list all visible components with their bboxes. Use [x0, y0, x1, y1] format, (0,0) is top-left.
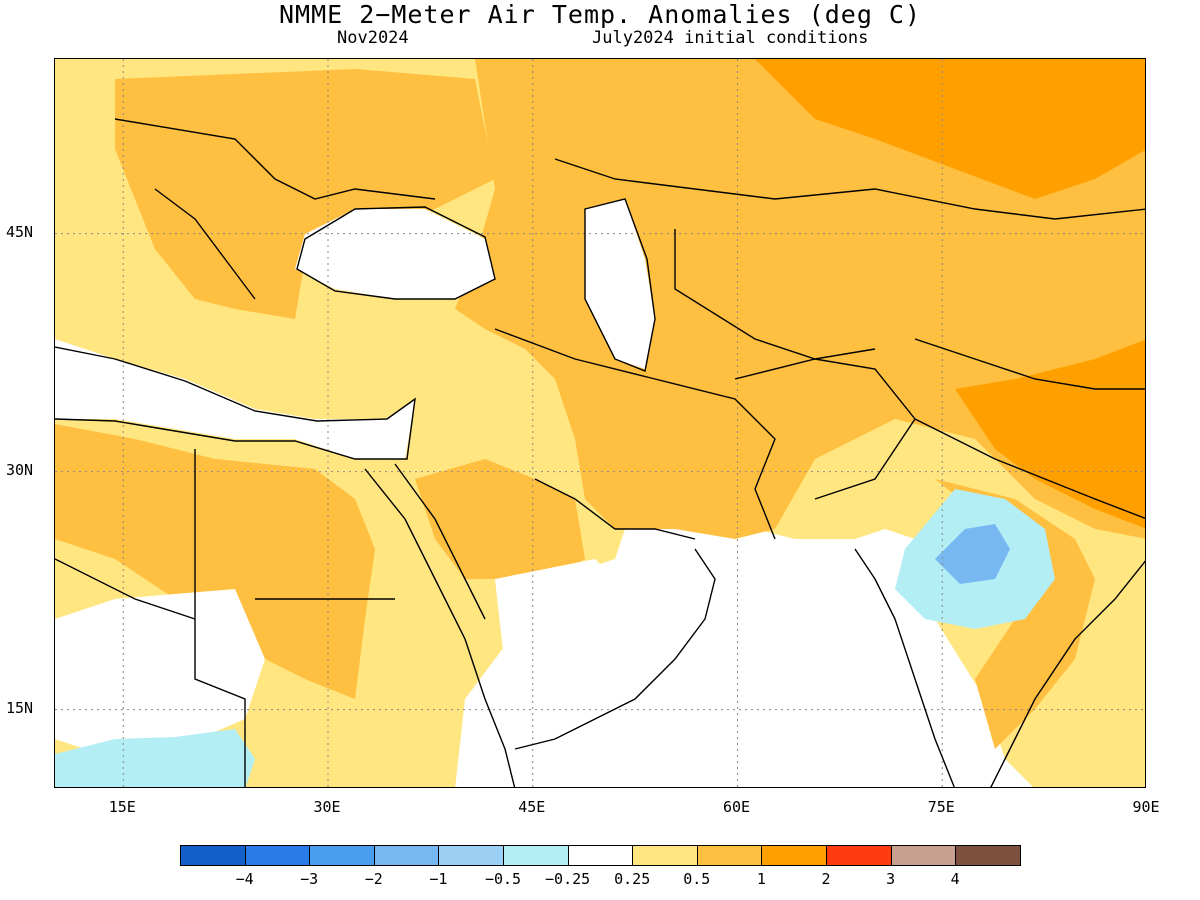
border-europe-2: [154, 188, 256, 300]
lat-tick-label: 45N: [6, 222, 34, 241]
border-central-asia: [554, 158, 1145, 220]
border-africa-1: [194, 449, 246, 787]
colorbar-swatch: [890, 845, 957, 866]
colorbar-swatch: [826, 845, 892, 866]
initial-conditions: July2024 initial conditions: [592, 28, 869, 48]
anomaly-orange-arabia: [415, 459, 585, 579]
coast-persian-gulf: [534, 478, 696, 540]
sea-black-sea: [295, 209, 495, 299]
colorbar-label: 0.25: [614, 870, 651, 888]
white-africa-south: [55, 589, 265, 759]
colorbar-swatch: [632, 845, 698, 866]
coast-red-sea: [364, 463, 516, 787]
coast-india-west: [854, 548, 955, 787]
anomaly-dark-orange-tibet: [955, 339, 1145, 529]
colorbar-swatch: [503, 845, 569, 866]
colorbar-swatch: [567, 845, 634, 866]
colorbar-label: 3: [886, 870, 896, 888]
lon-tick-label: 15E: [108, 798, 136, 816]
graticule: [55, 59, 1145, 787]
lat-tick-label: 30N: [6, 460, 34, 479]
border-europe-1: [114, 118, 436, 200]
lon-tick-label: 75E: [927, 798, 955, 816]
lon-tick-label: 45E: [518, 798, 546, 816]
colorbar-swatch: [438, 845, 504, 866]
colorbar-swatch: [696, 845, 763, 866]
colorbar-label: −0.25: [545, 870, 591, 888]
forecast-month: Nov2024: [337, 28, 409, 48]
anomaly-orange-africa: [55, 424, 375, 699]
border-afghan: [734, 358, 916, 500]
colorbar-label: 0.5: [683, 870, 711, 888]
anomaly-orange-india: [935, 479, 1095, 749]
colorbar-swatch: [244, 845, 311, 866]
white-arabia-south: [495, 559, 635, 699]
border-china: [914, 338, 1145, 390]
colorbar-label: −2: [364, 870, 383, 888]
sea-arabian: [455, 539, 955, 787]
anomaly-fill-layer: [55, 59, 1145, 787]
colorbar-label: −3: [300, 870, 319, 888]
colorbar-swatch: [373, 845, 440, 866]
coast-india-east: [990, 560, 1145, 787]
map-canvas: [55, 59, 1145, 787]
colorbar-swatch: [761, 845, 827, 866]
map-title: NMME 2−Meter Air Temp. Anomalies (deg C): [278, 0, 922, 29]
border-kazakhstan: [674, 229, 876, 360]
anomaly-map: [54, 58, 1146, 788]
colorbar-label: 2: [821, 870, 831, 888]
sea-caspian: [585, 199, 655, 369]
coastlines: [55, 118, 1145, 787]
coast-black-sea: [296, 206, 496, 300]
anomaly-cold-india: [935, 524, 1010, 584]
border-himalaya: [914, 418, 1145, 519]
anomaly-cool-africa: [55, 729, 255, 787]
colorbar-label: −0.5: [484, 870, 522, 888]
colorbar-swatch: [955, 845, 1021, 866]
lon-tick-label: 30E: [313, 798, 341, 816]
colorbar-label: −1: [429, 870, 448, 888]
anomaly-orange-central: [455, 59, 1145, 539]
lon-tick-label: 90E: [1132, 798, 1160, 816]
anomaly-dark-orange-northeast: [755, 59, 1145, 199]
lat-tick-label: 15N: [6, 698, 34, 717]
colorbar-swatch: [309, 845, 375, 866]
colorbar-label: −4: [235, 870, 254, 888]
coast-arabia-south: [514, 548, 716, 750]
border-africa-2: [55, 558, 395, 620]
colorbar-label: 4: [950, 870, 960, 888]
colorbar-swatch: [180, 845, 246, 866]
coast-caspian: [584, 198, 656, 372]
coast-mediterranean: [55, 346, 416, 460]
colorbar-label: 1: [756, 870, 766, 888]
lon-tick-label: 60E: [722, 798, 751, 816]
border-iran: [494, 328, 776, 540]
